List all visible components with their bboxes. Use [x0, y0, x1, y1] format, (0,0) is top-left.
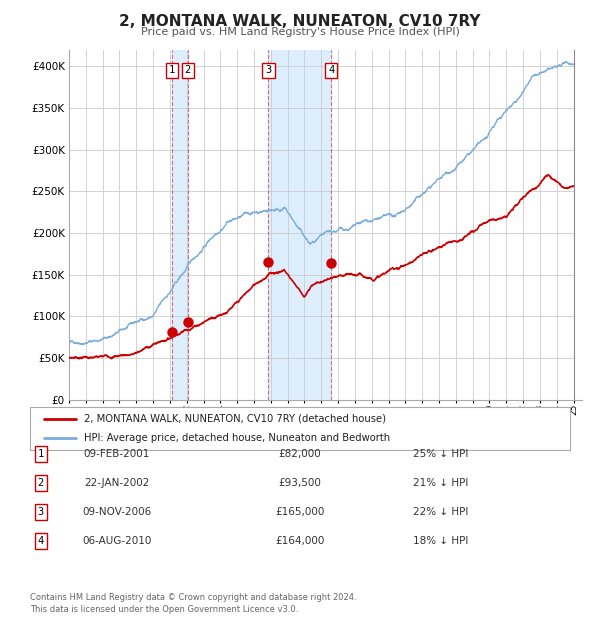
- Text: £164,000: £164,000: [275, 536, 325, 546]
- Text: 2: 2: [38, 478, 44, 488]
- Bar: [268, 50, 331, 400]
- Text: 3: 3: [38, 507, 44, 517]
- Text: 09-FEB-2001: 09-FEB-2001: [84, 449, 150, 459]
- Text: 4: 4: [38, 536, 44, 546]
- Text: 18% ↓ HPI: 18% ↓ HPI: [413, 536, 469, 546]
- Bar: [574, 50, 582, 400]
- Text: 25% ↓ HPI: 25% ↓ HPI: [413, 449, 469, 459]
- Text: 4: 4: [328, 66, 335, 76]
- Text: 2, MONTANA WALK, NUNEATON, CV10 7RY: 2, MONTANA WALK, NUNEATON, CV10 7RY: [119, 14, 481, 29]
- Bar: [172, 50, 188, 400]
- Text: £93,500: £93,500: [278, 478, 322, 488]
- FancyBboxPatch shape: [30, 407, 570, 450]
- Text: Price paid vs. HM Land Registry's House Price Index (HPI): Price paid vs. HM Land Registry's House …: [140, 27, 460, 37]
- Text: £165,000: £165,000: [275, 507, 325, 517]
- Text: £82,000: £82,000: [278, 449, 322, 459]
- Text: 2, MONTANA WALK, NUNEATON, CV10 7RY (detached house): 2, MONTANA WALK, NUNEATON, CV10 7RY (det…: [84, 414, 386, 423]
- Text: 22-JAN-2002: 22-JAN-2002: [85, 478, 149, 488]
- Text: 1: 1: [38, 449, 44, 459]
- Text: 21% ↓ HPI: 21% ↓ HPI: [413, 478, 469, 488]
- Text: HPI: Average price, detached house, Nuneaton and Bedworth: HPI: Average price, detached house, Nune…: [84, 433, 390, 443]
- Text: 09-NOV-2006: 09-NOV-2006: [82, 507, 152, 517]
- Text: 1: 1: [169, 66, 175, 76]
- Text: 22% ↓ HPI: 22% ↓ HPI: [413, 507, 469, 517]
- Text: Contains HM Land Registry data © Crown copyright and database right 2024.
This d: Contains HM Land Registry data © Crown c…: [30, 593, 356, 614]
- Text: 06-AUG-2010: 06-AUG-2010: [82, 536, 152, 546]
- Text: 2: 2: [185, 66, 191, 76]
- Text: 3: 3: [265, 66, 272, 76]
